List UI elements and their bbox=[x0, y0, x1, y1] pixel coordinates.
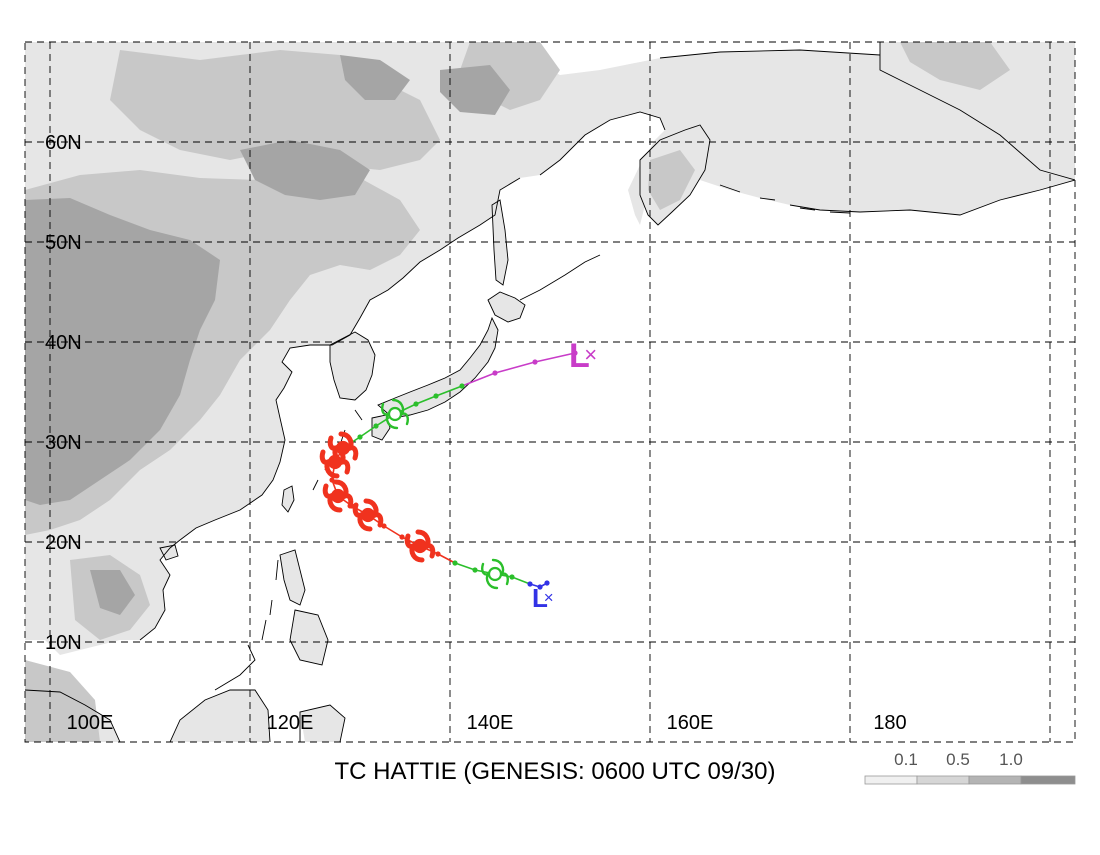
track-segment bbox=[359, 425, 377, 438]
track-point bbox=[532, 359, 538, 365]
map-frame bbox=[24, 41, 1076, 743]
longitude-labels: 100E 120E 140E 160E 180 bbox=[67, 712, 907, 734]
legend-label-0: 0.1 bbox=[894, 750, 918, 769]
track-point bbox=[544, 580, 550, 586]
track-segment bbox=[437, 553, 456, 564]
graticule bbox=[25, 42, 1075, 742]
track-point bbox=[433, 393, 439, 399]
track-point bbox=[413, 401, 419, 407]
track-segment bbox=[383, 525, 403, 538]
tropical-storm-symbol-icon bbox=[381, 398, 409, 430]
lat-label: 30N bbox=[45, 432, 82, 454]
tropical-storm-symbol-icon bbox=[481, 558, 509, 590]
track-segment bbox=[454, 562, 476, 571]
lat-label: 40N bbox=[45, 332, 82, 354]
track-point bbox=[572, 350, 578, 356]
legend-label-1: 0.5 bbox=[946, 750, 970, 769]
legend-swatch-3 bbox=[1020, 775, 1076, 785]
genesis-l-marker: L bbox=[532, 583, 548, 613]
extratropical-l-marker: L bbox=[569, 337, 590, 375]
track-point bbox=[509, 574, 515, 580]
lon-label: 100E bbox=[67, 712, 114, 734]
lat-label: 50N bbox=[45, 232, 82, 254]
lon-label: 120E bbox=[267, 712, 314, 734]
latitude-labels: 60N 50N 40N 30N 20N 10N bbox=[45, 132, 82, 654]
track-segment bbox=[511, 576, 531, 585]
track-point bbox=[452, 560, 458, 566]
track-segment bbox=[435, 385, 463, 397]
track-point bbox=[399, 534, 405, 540]
track-point bbox=[329, 477, 335, 483]
land-shading-dark bbox=[25, 55, 510, 615]
lon-label: 140E bbox=[467, 712, 514, 734]
track-segment bbox=[415, 395, 437, 405]
track-point bbox=[472, 567, 478, 573]
track-point bbox=[537, 584, 543, 590]
typhoon-symbol-icon bbox=[404, 529, 436, 563]
track-point bbox=[357, 434, 363, 440]
track-point bbox=[435, 551, 441, 557]
typhoon-symbol-icon bbox=[322, 479, 354, 513]
lat-label: 10N bbox=[45, 632, 82, 654]
track-segment bbox=[494, 361, 536, 374]
storm-track: L×L× bbox=[319, 337, 597, 613]
map-title: TC HATTIE (GENESIS: 0600 UTC 09/30) bbox=[334, 758, 776, 785]
genesis-l-cross-icon: × bbox=[544, 588, 554, 607]
lat-label: 20N bbox=[45, 532, 82, 554]
legend-label-2: 1.0 bbox=[999, 750, 1023, 769]
track-point bbox=[492, 370, 498, 376]
typhoon-symbol-icon bbox=[352, 498, 384, 532]
shading-legend: 0.1 0.5 1.0 bbox=[864, 750, 1076, 785]
lon-label: 160E bbox=[667, 712, 714, 734]
track-segment bbox=[534, 352, 576, 363]
track-segment bbox=[461, 372, 496, 387]
track-point bbox=[459, 383, 465, 389]
track-point bbox=[527, 581, 533, 587]
typhoon-symbol-icon bbox=[327, 431, 359, 465]
lat-label: 60N bbox=[45, 132, 82, 154]
lon-label: 180 bbox=[873, 712, 906, 734]
track-point bbox=[373, 423, 379, 429]
extratropical-l-cross-icon: × bbox=[584, 342, 597, 367]
coastlines bbox=[25, 42, 1075, 742]
